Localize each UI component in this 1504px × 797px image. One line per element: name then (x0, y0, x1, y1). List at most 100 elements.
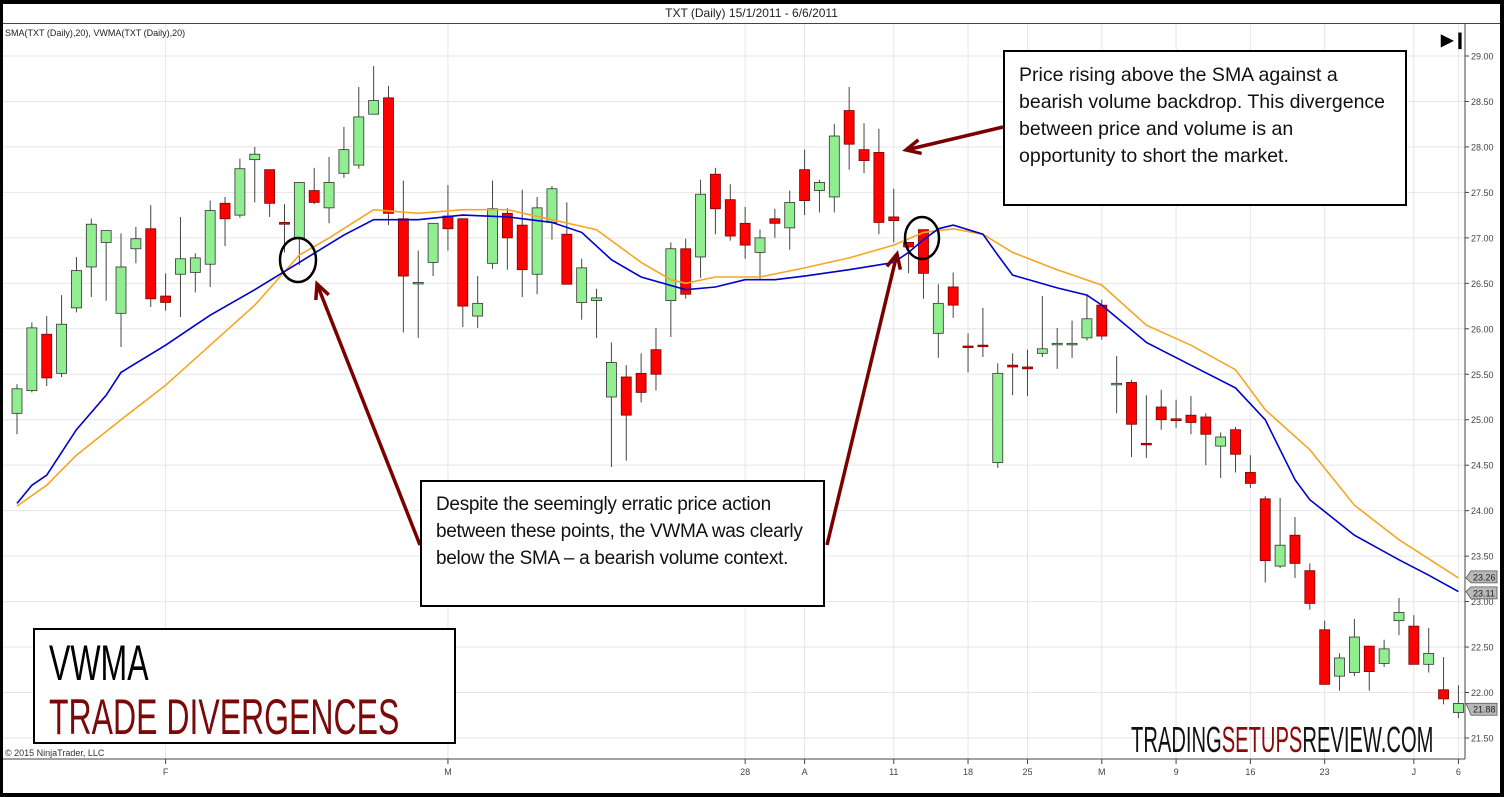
candle (1111, 356, 1123, 414)
candle-body-up (546, 188, 558, 223)
candle (650, 327, 662, 391)
y-tick-label: 24.00 (1471, 506, 1494, 516)
candle-body-down (1304, 570, 1316, 604)
arrow-shaft (905, 125, 1004, 152)
candle-body-down (1155, 406, 1167, 421)
candle-body-up (26, 327, 38, 392)
candle (620, 365, 632, 461)
candle (383, 86, 394, 226)
tag-shape (1465, 570, 1498, 584)
sma-line (16, 208, 1459, 579)
candle-body-down (1289, 534, 1301, 564)
candle (977, 307, 989, 357)
candle-body-up (175, 258, 186, 275)
candle (992, 363, 1004, 468)
candle-body-down (635, 372, 647, 393)
candle (308, 167, 320, 205)
candle (1200, 413, 1212, 466)
candle-body-up (591, 297, 602, 302)
y-tick-label: 27.50 (1471, 188, 1494, 198)
candle-body-down (650, 349, 662, 375)
candle-body-up (606, 362, 617, 398)
candle-body-down (1126, 382, 1137, 425)
chart-window: 29.00 28.50 28.00 27.50 27.00 26.50 26.00 25.50… (3, 4, 1500, 793)
candle-body-up (1066, 342, 1078, 346)
candle (1066, 320, 1078, 358)
candle-body-up (576, 267, 588, 303)
candle (487, 180, 498, 269)
candle (1423, 627, 1435, 673)
candle (710, 167, 721, 235)
candle-body-up (85, 223, 97, 268)
candle-body-up (115, 266, 127, 314)
candle (457, 218, 469, 327)
x-tick-label: J (1412, 767, 1417, 777)
candle-body-down (442, 215, 454, 230)
annotation-arrow (314, 280, 422, 546)
tag-value: 23.11 (1473, 588, 1495, 598)
candle (903, 242, 914, 274)
y-tick-label: 28.50 (1471, 97, 1494, 107)
candle-body-down (516, 224, 528, 271)
candle (918, 229, 929, 299)
candle-body-up (665, 248, 677, 302)
candle-body-up (189, 257, 201, 273)
candle (1140, 395, 1152, 458)
arrow-shaft (315, 283, 422, 546)
candle (591, 288, 602, 338)
skip-to-end-icon[interactable]: ▶❙ (1441, 32, 1467, 49)
x-tick-label: M (1098, 767, 1106, 777)
candle (11, 384, 23, 435)
candle-body-up (412, 282, 424, 285)
x-tick-label: 11 (889, 767, 898, 777)
candle (1393, 597, 1405, 636)
last-value-tag: 23.11 (1465, 586, 1498, 600)
candle (843, 86, 855, 170)
candle (501, 207, 513, 270)
candle-body-down (710, 173, 721, 210)
candle (1170, 399, 1182, 428)
candle (665, 242, 677, 337)
candle-body-up (1274, 544, 1286, 567)
candle (264, 169, 276, 217)
arrow-shaft (825, 253, 899, 546)
y-tick-label: 27.00 (1471, 233, 1494, 243)
arrow-head (314, 280, 330, 301)
candle-body-up (1349, 636, 1360, 673)
candle (1438, 657, 1449, 705)
candle (427, 222, 439, 277)
candle-body-up (992, 372, 1004, 463)
candle-body-up (1378, 648, 1390, 664)
candle (100, 230, 112, 301)
y-tick-label: 22.00 (1471, 688, 1494, 698)
candle-body-up (1081, 318, 1093, 339)
candle-body-up (1423, 653, 1435, 665)
candle (1334, 653, 1345, 691)
candle-body-up (368, 100, 380, 115)
title-box: VWMA TRADE DIVERGENCES (33, 628, 456, 744)
candle (531, 196, 543, 295)
candle-body-up (1051, 342, 1063, 346)
x-tick-label: 25 (1022, 767, 1032, 777)
annotation-arrow (902, 125, 1004, 156)
candle (1304, 563, 1316, 610)
candle-body-down (219, 202, 231, 220)
candle (41, 316, 53, 387)
candle (71, 256, 82, 313)
candle (1289, 517, 1301, 578)
candlestick-chart: 29.00 28.50 28.00 27.50 27.00 26.50 26.00 25.50… (3, 24, 1498, 777)
candle (145, 205, 157, 307)
candle (26, 322, 38, 393)
candle-body-down (1140, 442, 1152, 446)
candle-body-down (1244, 472, 1256, 484)
candle (1051, 327, 1063, 369)
candle (115, 233, 127, 347)
candle-body-up (323, 181, 335, 209)
candle (724, 184, 736, 241)
candle (249, 146, 261, 203)
tag-shape (1465, 702, 1498, 716)
candle (1022, 349, 1033, 397)
y-tick-label: 25.00 (1471, 415, 1494, 425)
candle-body-up (100, 230, 112, 243)
arrow-head (885, 250, 903, 271)
